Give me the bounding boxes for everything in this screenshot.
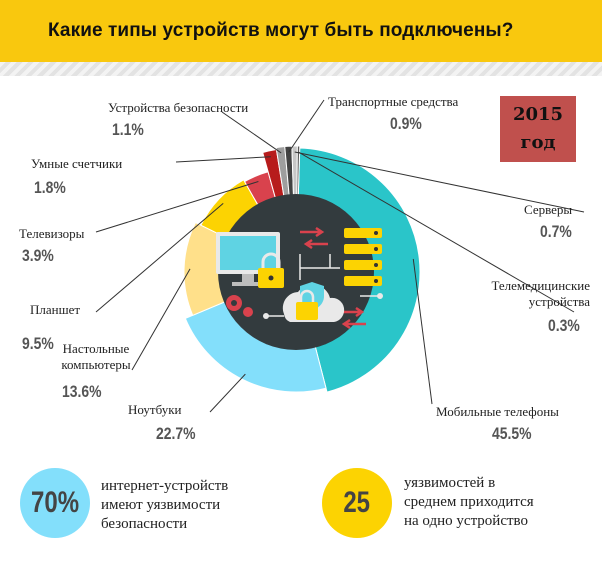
header-bar: Какие типы устройств могут быть подключе… [0, 0, 602, 62]
label-tablet: Планшет [30, 302, 81, 317]
stat-text-line: на одно устройство [404, 513, 529, 529]
server-icon [344, 228, 382, 238]
leader-line-tablet [95, 203, 224, 313]
stat-value-per-device: 25 [343, 486, 371, 519]
stat-value-vulnerable: 70% [30, 486, 80, 519]
label-transport: Транспортные средства [328, 94, 459, 109]
stat-text-vulnerable: интернет-устройств имеют уязвимости безо… [101, 477, 228, 534]
value-telemedicine: 0.3% [548, 316, 580, 335]
value-laptops: 22.7% [156, 424, 196, 443]
page-title: Какие типы устройств могут быть подключе… [48, 20, 514, 41]
stat-text-per-device: уязвимостей в среднем приходится на одно… [404, 474, 534, 531]
stat-text-line: среднем приходится [404, 494, 534, 510]
stripe-divider [0, 62, 602, 76]
stat-circle-per-device: 25 [322, 468, 392, 538]
value-tv: 3.9% [22, 246, 54, 265]
label-desktops: Настольные компьютеры [61, 341, 131, 372]
value-tablet: 9.5% [22, 334, 54, 353]
stat-text-line: уязвимостей в [404, 475, 496, 491]
leader-line-laptops [209, 373, 246, 413]
stat-text-line: безопасности [101, 516, 188, 532]
value-transport: 0.9% [390, 114, 422, 133]
label-meters: Умные счетчики [31, 156, 123, 171]
device-illustration [216, 226, 383, 330]
value-mobile: 45.5% [492, 424, 532, 443]
year-badge: 2015 год [500, 96, 576, 162]
leader-line-security [221, 111, 282, 154]
label-mobile: Мобильные телефоны [436, 404, 559, 419]
exchange-arrows-icon [300, 226, 328, 250]
label-tv: Телевизоры [19, 226, 85, 241]
leader-line-telemedicine [298, 151, 575, 313]
year-badge-year: 2015 [512, 104, 564, 125]
stat-circle-vulnerable: 70% [20, 468, 90, 538]
leader-line-meters [175, 156, 271, 163]
label-security: Устройства безопасности [108, 100, 249, 115]
chart-leader-lines [95, 99, 585, 413]
leader-line-mobile [412, 258, 433, 405]
value-servers: 0.7% [540, 222, 572, 241]
stat-text-line: имеют уязвимости [101, 497, 221, 513]
leader-line-transport [288, 99, 325, 153]
value-desktops: 13.6% [62, 382, 102, 401]
value-meters: 1.8% [34, 178, 66, 197]
year-badge-word: год [520, 132, 556, 153]
leader-line-tv [95, 181, 259, 233]
leader-line-desktops [131, 268, 191, 371]
label-telemedicine: Телемедицинские устройства [491, 278, 590, 309]
leader-line-servers [294, 151, 585, 213]
circuit-lines [266, 254, 380, 317]
value-security: 1.1% [112, 120, 144, 139]
label-laptops: Ноутбуки [128, 402, 182, 417]
stat-text-line: интернет-устройств [101, 478, 229, 494]
label-servers: Серверы [524, 202, 573, 217]
